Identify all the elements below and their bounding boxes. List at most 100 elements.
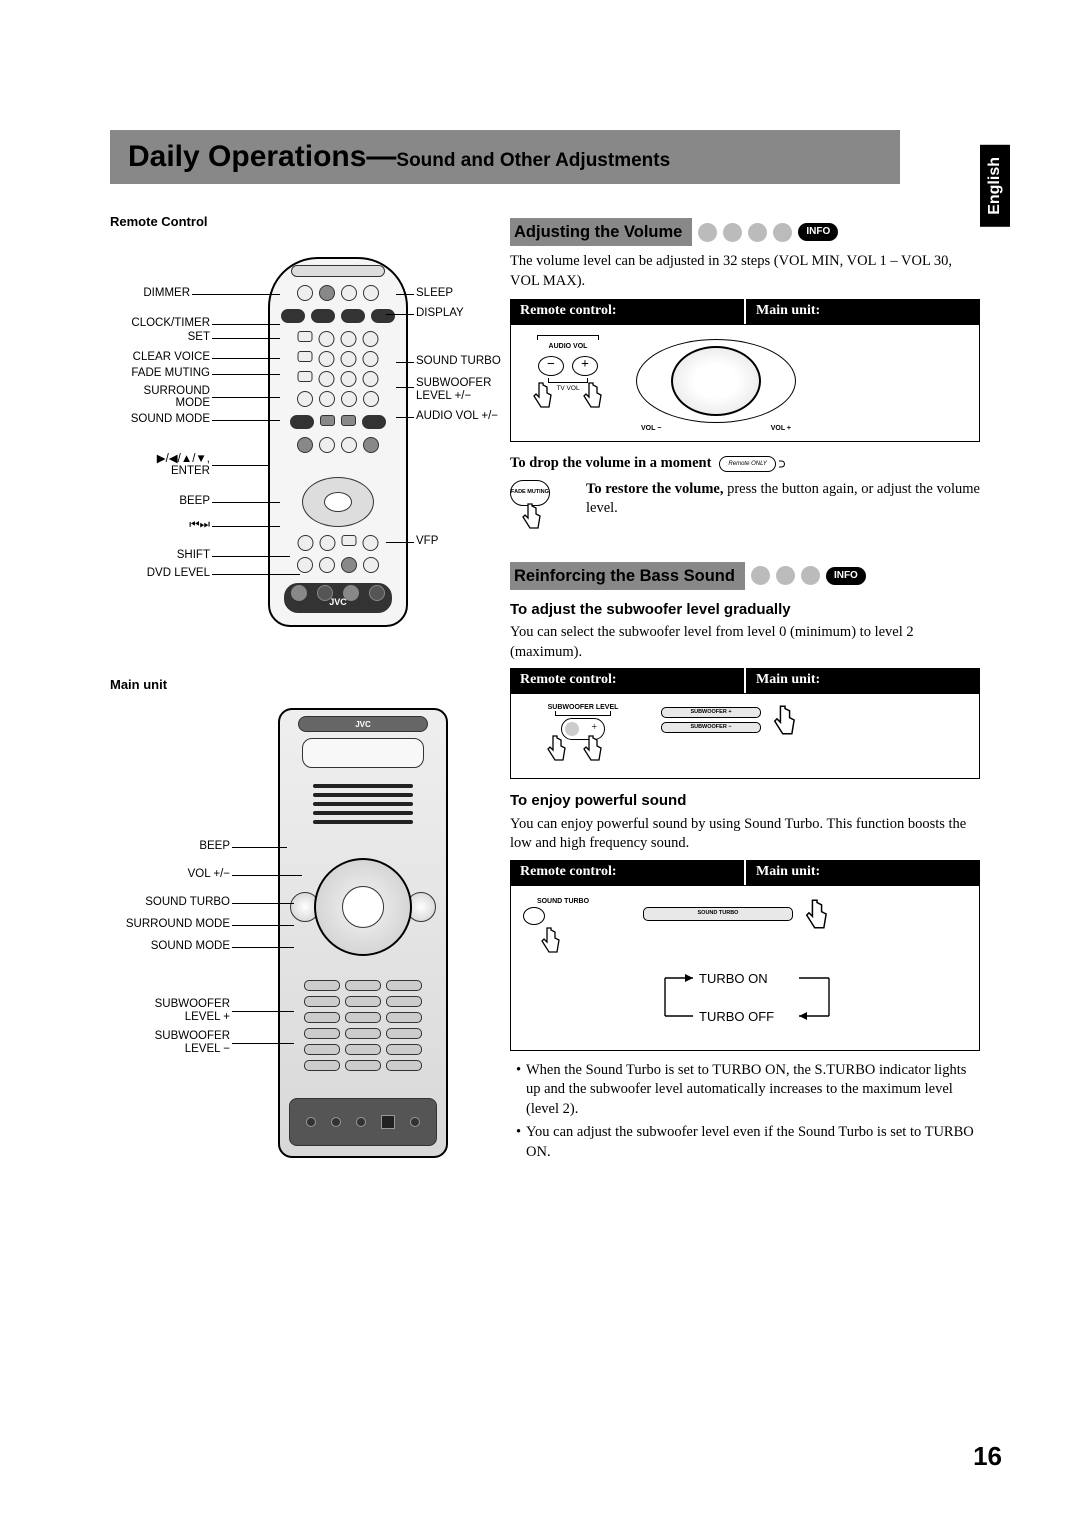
sw-minus-bar: SUBWOOFER −: [661, 722, 761, 733]
remote-heading: Remote Control: [110, 214, 490, 229]
unit-body: JVC: [278, 708, 448, 1158]
label-dimmer: DIMMER: [110, 287, 190, 299]
language-tab: English: [980, 145, 1010, 227]
section-head-volume: Adjusting the Volume INFO: [510, 218, 980, 246]
sound-turbo-bar: SOUND TURBO: [643, 907, 793, 921]
label-sound-mode: SOUND MODE: [110, 413, 210, 425]
volume-knob-figure: VOL − VOL +: [631, 335, 801, 427]
powerful-desc: You can enjoy powerful sound by using So…: [510, 815, 980, 854]
ulabel-sub-plus: SUBWOOFER: [110, 998, 230, 1010]
ulabel-vol: VOL +/−: [110, 868, 230, 880]
drop-volume-row: To drop the volume in a moment Remote ON…: [510, 454, 980, 474]
main-unit-heading: Main unit: [110, 677, 490, 692]
remote-vol-figure: AUDIO VOL − + TV VOL: [523, 335, 613, 403]
knob-vol-minus: VOL −: [641, 424, 661, 433]
cb-main: Main unit:: [746, 299, 980, 324]
label-audio-vol: AUDIO VOL +/−: [416, 410, 498, 422]
label-arrows: ▶/◀/▲/▼,: [110, 451, 210, 465]
label-surround-mode: MODE: [110, 397, 210, 409]
ulabel-sub-minus: SUBWOOFER: [110, 1030, 230, 1042]
knob-vol-plus: VOL +: [771, 424, 791, 433]
main-unit-diagram: JVC: [110, 700, 490, 1200]
restore-bold: To restore the volume,: [586, 481, 723, 497]
label-subwoofer: SUBWOOFER: [416, 377, 491, 389]
sound-turbo-btn: [523, 907, 545, 925]
hand-cursor-icon: [771, 704, 799, 736]
vol-minus-btn: −: [538, 356, 564, 376]
subhead-subwoofer: To adjust the subwoofer level gradually: [510, 600, 980, 620]
sw-buttons: SUBWOOFER + SUBWOOFER −: [661, 707, 761, 733]
hand-cursor-icon: [520, 502, 544, 530]
sound-turbo-btn-label: SOUND TURBO: [523, 898, 603, 905]
drop-volume-text: To drop the volume in a moment: [510, 454, 711, 474]
label-display: DISPLAY: [416, 307, 464, 319]
label-level: LEVEL +/−: [416, 390, 471, 402]
hand-cursor-icon: [581, 734, 605, 762]
subwoofer-desc: You can select the subwoofer level from …: [510, 623, 980, 662]
label-fade-muting: FADE MUTING: [110, 367, 210, 379]
page-number: 16: [973, 1441, 1002, 1472]
hand-cursor-icon: [803, 898, 831, 930]
label-vfp: VFP: [416, 535, 438, 547]
ulabel-sound-turbo: SOUND TURBO: [110, 896, 230, 908]
cb-main-turbo: Main unit:: [746, 860, 980, 885]
volume-control-box: AUDIO VOL − + TV VOL VOL − VOL +: [510, 324, 980, 442]
cb-remote: Remote control:: [510, 299, 746, 324]
right-column: Adjusting the Volume INFO The volume lev…: [510, 214, 980, 1200]
hand-cursor-icon: [545, 734, 569, 762]
label-clock-timer: CLOCK/TIMER: [110, 317, 210, 329]
hand-cursor-icon: [581, 381, 605, 409]
subwoofer-control-box: SUBWOOFER LEVEL − + SUBWOOFER + SUBWOOFE…: [510, 693, 980, 779]
turbo-control-box: SOUND TURBO SOUND TURBO: [510, 885, 980, 1051]
remote-brand: JVC: [329, 597, 347, 607]
cb-main-sw: Main unit:: [746, 668, 980, 693]
hand-cursor-icon: [531, 381, 555, 409]
unit-brand: JVC: [355, 720, 371, 729]
cb-remote-sw: Remote control:: [510, 668, 746, 693]
turbo-off-label: TURBO OFF: [699, 1008, 774, 1026]
info-badge-bass: INFO: [826, 567, 866, 585]
ulabel-surround-mode: SURROUND MODE: [110, 918, 230, 930]
bullet-1: When the Sound Turbo is set to TURBO ON,…: [516, 1061, 980, 1120]
title-sub: Sound and Other Adjustments: [396, 150, 670, 171]
ulabel-sub-minus2: LEVEL −: [110, 1043, 230, 1055]
control-bar-subwoofer: Remote control: Main unit:: [510, 668, 980, 693]
remote-body: JVC: [268, 257, 408, 627]
ulabel-sound-mode: SOUND MODE: [110, 940, 230, 952]
label-surround: SURROUND: [110, 385, 210, 397]
turbo-state-diagram: TURBO ON TURBO OFF: [615, 962, 875, 1038]
section-head-bass: Reinforcing the Bass Sound INFO: [510, 562, 980, 590]
label-sound-turbo-r: SOUND TURBO: [416, 355, 501, 367]
info-badge: INFO: [798, 223, 838, 241]
ulabel-beep: BEEP: [110, 840, 230, 852]
remote-only-badge: Remote ONLY: [719, 456, 775, 471]
section-title-volume: Adjusting the Volume: [510, 218, 692, 246]
label-dvd-level: DVD LEVEL: [110, 567, 210, 579]
page-title-bar: Daily Operations—Sound and Other Adjustm…: [110, 130, 900, 184]
vol-plus-btn: +: [572, 356, 598, 376]
label-sleep: SLEEP: [416, 287, 453, 299]
sw-plus-bar: SUBWOOFER +: [661, 707, 761, 718]
control-bar-turbo: Remote control: Main unit:: [510, 860, 980, 885]
bullet-2: You can adjust the subwoofer level even …: [516, 1123, 980, 1162]
volume-desc: The volume level can be adjusted in 32 s…: [510, 252, 980, 291]
cb-remote-turbo: Remote control:: [510, 860, 746, 885]
title-main: Daily Operations—: [128, 140, 396, 173]
label-beep: BEEP: [110, 495, 210, 507]
hand-cursor-icon: [539, 926, 563, 954]
turbo-bullets: When the Sound Turbo is set to TURBO ON,…: [510, 1061, 980, 1163]
label-skip: ⏮⏭: [110, 519, 210, 532]
control-bar-volume: Remote control: Main unit:: [510, 299, 980, 324]
left-column: Remote Control JVC DIMMER: [110, 214, 490, 1200]
fade-muting-row: FADE MUTING To restore the volume, press…: [510, 480, 980, 536]
label-clear-voice: CLEAR VOICE: [110, 351, 210, 363]
audio-vol-label: AUDIO VOL: [523, 342, 613, 351]
label-shift: SHIFT: [110, 549, 210, 561]
content-columns: Remote Control JVC DIMMER: [70, 214, 1010, 1200]
ulabel-sub-plus2: LEVEL +: [110, 1011, 230, 1023]
subhead-powerful: To enjoy powerful sound: [510, 791, 980, 811]
label-enter: ENTER: [110, 465, 210, 477]
section-title-bass: Reinforcing the Bass Sound: [510, 562, 745, 590]
turbo-on-label: TURBO ON: [699, 970, 768, 988]
remote-diagram: JVC DIMMER CLOCK/TIMER SET CLEAR VOICE F…: [110, 237, 490, 647]
